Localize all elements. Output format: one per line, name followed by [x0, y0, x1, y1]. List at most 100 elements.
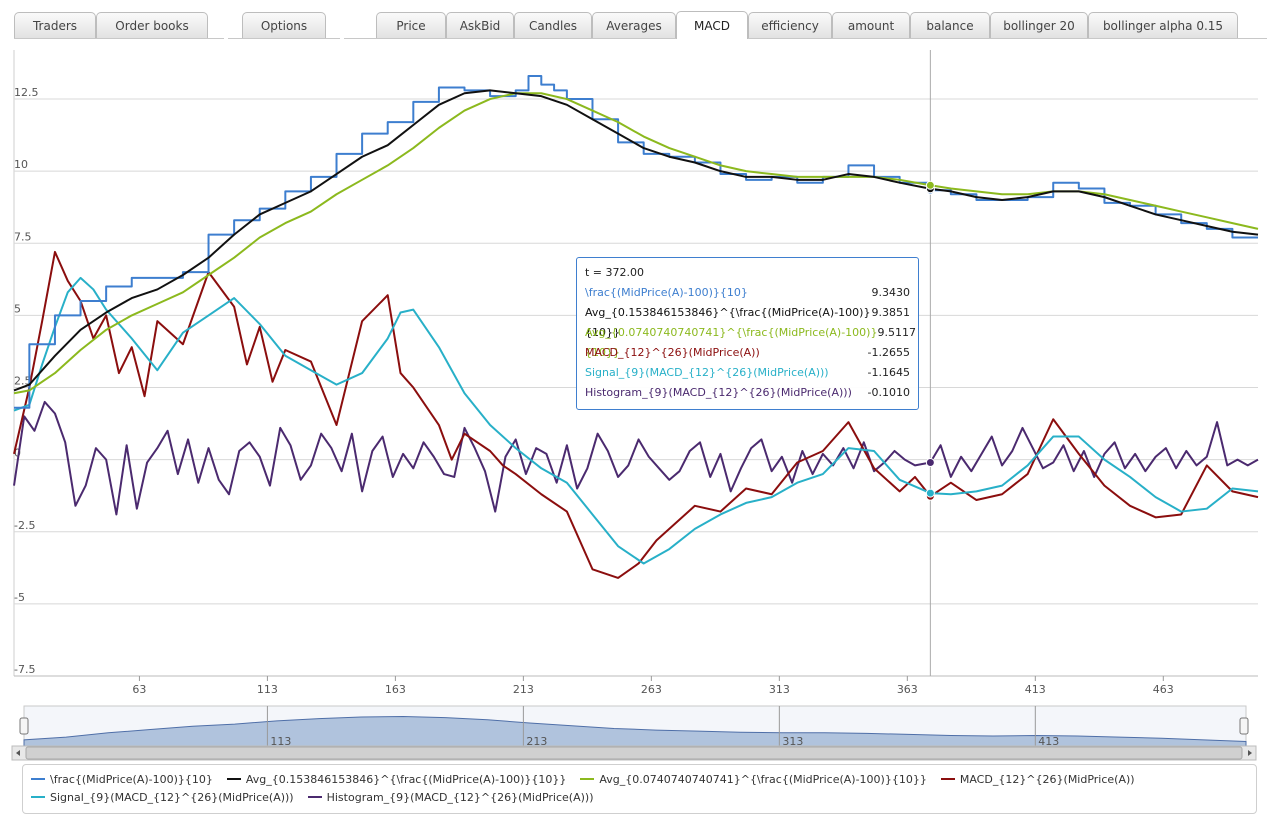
y-tick-label: 5 [14, 302, 21, 315]
tab-label: MACD [694, 18, 730, 33]
legend-swatch [31, 796, 45, 798]
legend-swatch [31, 778, 45, 780]
tab-askbid[interactable]: AskBid [446, 12, 514, 38]
tooltip-value: -0.1010 [867, 386, 910, 399]
tab-divider [14, 38, 224, 39]
tab-bar: Traders Order books Options Price AskBid… [0, 0, 1267, 40]
legend-label: Signal_{9}(MACD_{12}^{26}(MidPrice(A))) [50, 790, 294, 804]
y-tick-label: 0 [14, 447, 21, 460]
tab-balance[interactable]: balance [910, 12, 990, 38]
tab-label: Price [396, 18, 426, 33]
y-tick-label: -2.5 [14, 519, 35, 532]
tooltip-label: Signal_{9}(MACD_{12}^{26}(MidPrice(A))) [585, 366, 829, 379]
legend-item[interactable]: MACD_{12}^{26}(MidPrice(A)) [940, 770, 1135, 788]
legend-item[interactable]: Signal_{9}(MACD_{12}^{26}(MidPrice(A))) [31, 788, 294, 806]
legend-item[interactable]: Histogram_{9}(MACD_{12}^{26}(MidPrice(A)… [307, 788, 594, 806]
tooltip-label: Avg_{0.0740740740741}^{\frac{(MidPrice(A… [585, 326, 878, 359]
tab-options[interactable]: Options [242, 12, 326, 38]
tooltip-title: t = 372.00 [585, 266, 645, 279]
legend-item[interactable]: Avg_{0.0740740740741}^{\frac{(MidPrice(A… [580, 770, 927, 788]
tab-divider [344, 38, 1267, 39]
scrollbar-thumb[interactable] [25, 746, 1243, 760]
macd-chart[interactable]: -7.5 -5 -2.5 0 2.5 5 7.5 10 12.5 63 113 163 213 263 3… [0, 40, 1267, 764]
tab-label: Options [260, 18, 308, 33]
tab-label: amount [847, 18, 895, 33]
tooltip-label: \frac{(MidPrice(A)-100)}{10} [585, 286, 748, 299]
navigator-tick-label: 313 [782, 735, 803, 748]
navigator-handle[interactable] [19, 717, 29, 735]
hover-marker [925, 180, 935, 190]
navigator-tick-label: 113 [270, 735, 291, 748]
tab-bollinger-alpha[interactable]: bollinger alpha 0.15 [1088, 12, 1238, 38]
tab-efficiency[interactable]: efficiency [748, 12, 832, 38]
y-tick-label: -5 [14, 591, 25, 604]
navigator-series [23, 716, 1247, 749]
legend-label: MACD_{12}^{26}(MidPrice(A)) [959, 772, 1135, 786]
tab-macd[interactable]: MACD [676, 11, 748, 39]
legend-label: Histogram_{9}(MACD_{12}^{26}(MidPrice(A)… [326, 790, 594, 804]
hover-marker [925, 458, 935, 468]
tab-candles[interactable]: Candles [514, 12, 592, 38]
legend-item[interactable]: \frac{(MidPrice(A)-100)}{10} [31, 770, 213, 788]
tooltip-row: MACD_{12}^{26}(MidPrice(A)) -1.2655 [585, 343, 910, 363]
scroll-left-icon[interactable] [16, 750, 20, 756]
legend-label: \frac{(MidPrice(A)-100)}{10} [50, 772, 213, 786]
tooltip-label: Avg_{0.153846153846}^{\frac{(MidPrice(A)… [585, 306, 871, 339]
navigator[interactable]: 113 213 313 413 [11, 705, 1257, 761]
series-line [14, 74, 1258, 409]
x-tick-label: 63 [132, 683, 146, 696]
tab-traders[interactable]: Traders [14, 12, 96, 38]
x-tick-label: 463 [1153, 683, 1174, 696]
x-tick-label: 113 [257, 683, 278, 696]
tab-price[interactable]: Price [376, 12, 446, 38]
navigator-tick-label: 413 [1038, 735, 1059, 748]
y-tick-label: 10 [14, 158, 28, 171]
tooltip-value: -1.1645 [867, 366, 910, 379]
tab-bollinger-20[interactable]: bollinger 20 [990, 12, 1088, 38]
series-line [13, 250, 1259, 579]
tooltip-value: 9.3851 [871, 306, 911, 319]
series-line [13, 400, 1259, 516]
scroll-right-icon[interactable] [1248, 750, 1252, 756]
tab-label: bollinger 20 [1003, 18, 1075, 33]
legend-swatch [580, 778, 595, 780]
y-axis: -7.5 -5 -2.5 0 2.5 5 7.5 10 12.5 [14, 86, 39, 676]
tab-label: AskBid [459, 18, 501, 33]
tooltip-row: Histogram_{9}(MACD_{12}^{26}(MidPrice(A)… [585, 383, 910, 403]
tooltip-value: 9.5117 [877, 326, 916, 339]
tab-averages[interactable]: Averages [592, 12, 676, 38]
legend-item[interactable]: Avg_{0.153846153846}^{\frac{(MidPrice(A)… [226, 770, 566, 788]
x-tick-label: 313 [769, 683, 790, 696]
x-tick-label: 363 [897, 683, 918, 696]
legend-label: Avg_{0.0740740740741}^{\frac{(MidPrice(A… [599, 772, 927, 786]
tooltip-row: Signal_{9}(MACD_{12}^{26}(MidPrice(A))) -… [585, 363, 910, 383]
y-tick-label: 7.5 [14, 230, 32, 243]
tab-label: Candles [529, 18, 577, 33]
tooltip-value: 9.3430 [871, 286, 911, 299]
tooltip-row: Avg_{0.153846153846}^{\frac{(MidPrice(A)… [585, 303, 911, 339]
tooltip: t = 372.00 \frac{(MidPrice(A)-100)}{10} 9… [576, 257, 919, 410]
tab-label: Order books [115, 18, 189, 33]
tab-label: efficiency [761, 18, 819, 33]
tab-amount[interactable]: amount [832, 12, 910, 38]
navigator-handle[interactable] [1239, 717, 1249, 735]
legend-swatch [307, 796, 322, 798]
tab-label: bollinger alpha 0.15 [1102, 18, 1224, 33]
navigator-tick-label: 213 [526, 735, 547, 748]
x-tick-label: 163 [385, 683, 406, 696]
y-tick-label: -7.5 [14, 663, 35, 676]
hover-marker [925, 488, 935, 498]
tab-order-books[interactable]: Order books [96, 12, 208, 38]
x-tick-label: 213 [513, 683, 534, 696]
legend-swatch [226, 778, 241, 780]
tab-divider [228, 38, 340, 39]
y-tick-label: 2.5 [14, 375, 32, 388]
tooltip-row: Avg_{0.0740740740741}^{\frac{(MidPrice(A… [585, 323, 916, 359]
tooltip-label: MACD_{12}^{26}(MidPrice(A)) [585, 346, 760, 359]
series-line [13, 89, 1259, 392]
plot-area [13, 50, 1259, 676]
x-axis: 63 113 163 213 263 313 363 413 463 [14, 675, 1258, 696]
tooltip-value: -1.2655 [867, 346, 910, 359]
legend: \frac{(MidPrice(A)-100)}{10} Avg_{0.15384… [22, 764, 1257, 814]
tooltip-row: \frac{(MidPrice(A)-100)}{10} 9.3430 [585, 283, 910, 303]
